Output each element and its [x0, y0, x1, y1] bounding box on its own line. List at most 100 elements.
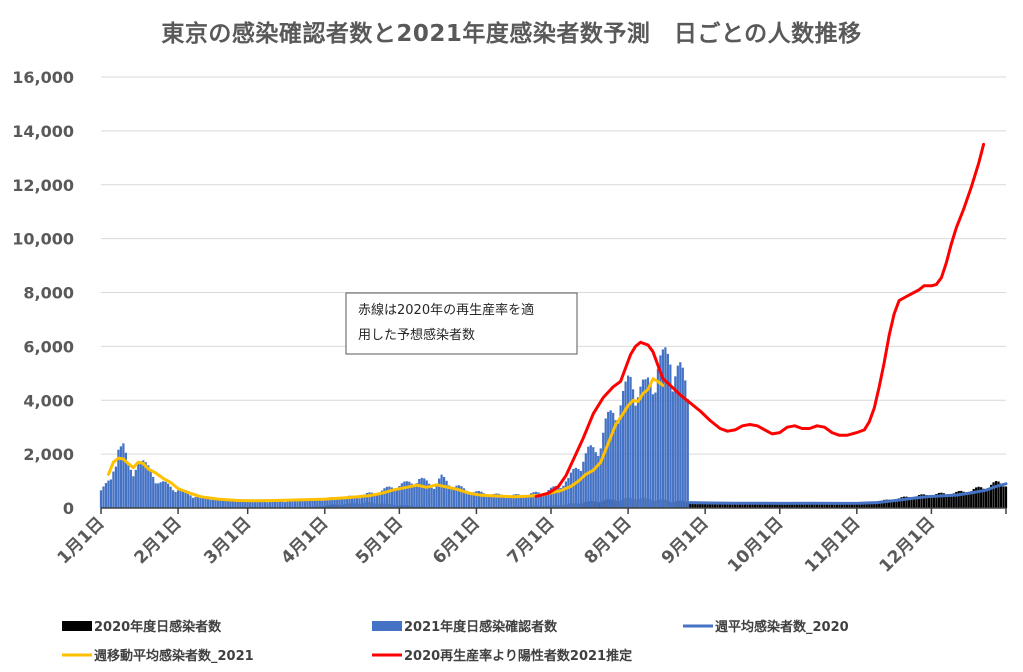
bar [201, 496, 205, 508]
bar [435, 483, 438, 508]
bar [226, 500, 229, 508]
bar [447, 485, 451, 508]
bar [490, 495, 493, 508]
bar [318, 499, 321, 508]
bar [982, 488, 985, 508]
bar [858, 503, 861, 508]
bar [992, 482, 995, 508]
bar [669, 364, 672, 508]
bar [917, 495, 921, 508]
bar [102, 486, 105, 508]
bar [691, 503, 694, 508]
y-tick-label: 0 [63, 499, 74, 518]
bar [234, 499, 237, 508]
bar [241, 499, 244, 508]
bar [621, 390, 625, 508]
bar [209, 499, 212, 508]
bar [950, 495, 953, 508]
bar [467, 493, 471, 508]
bar [902, 496, 906, 508]
bar [408, 481, 411, 508]
bar [418, 479, 421, 508]
bar [114, 466, 118, 508]
bar [778, 503, 781, 508]
bar [169, 486, 172, 508]
bar [438, 478, 441, 508]
bar [796, 502, 799, 508]
bar [254, 500, 257, 508]
bar [810, 502, 814, 508]
bar [589, 445, 592, 508]
bar [433, 488, 436, 508]
bar [109, 479, 113, 508]
bar [1002, 486, 1005, 508]
bar [211, 499, 215, 508]
bar [410, 483, 413, 508]
bar [360, 496, 364, 508]
bar [378, 493, 381, 508]
legend-item: 2021年度日感染確認者数 [372, 619, 558, 635]
bar [186, 493, 190, 508]
bar [403, 481, 406, 508]
bar [855, 504, 858, 508]
bar [507, 497, 510, 508]
bar [868, 502, 871, 508]
bar [584, 453, 587, 508]
bar [316, 498, 319, 508]
bar [174, 492, 177, 508]
series-line [688, 482, 1008, 505]
bar [465, 490, 468, 508]
bar [256, 499, 259, 508]
bar [313, 498, 316, 508]
bar [716, 502, 719, 508]
bar [375, 495, 379, 508]
bar [920, 494, 923, 508]
bar [890, 500, 893, 508]
bar [179, 489, 182, 508]
bar [935, 493, 938, 508]
bar [718, 502, 722, 508]
bar [261, 500, 264, 508]
bar [835, 504, 839, 508]
bar [915, 496, 918, 508]
bar [457, 485, 461, 508]
bar [122, 443, 125, 508]
bar [873, 502, 876, 508]
bar [726, 504, 729, 508]
bar [758, 503, 761, 508]
bar [1004, 486, 1008, 508]
bar [607, 411, 610, 508]
bar [557, 487, 560, 508]
bar [793, 502, 796, 508]
bar [659, 355, 662, 508]
bar [480, 491, 483, 508]
bar [686, 399, 689, 508]
bar [127, 465, 130, 508]
bar [960, 490, 963, 508]
bar [843, 503, 846, 508]
bar [505, 497, 508, 508]
bar [711, 503, 714, 508]
x-tick-label: 9月1日 [658, 513, 713, 568]
bar [972, 488, 975, 508]
legend: 2020年度日感染者数 2021年度日感染確認者数 週平均感染者数_2020 週移動平… [62, 619, 849, 664]
bar [883, 499, 886, 508]
bar [184, 491, 187, 508]
bar [654, 392, 657, 508]
bar [651, 394, 655, 508]
bar [510, 495, 513, 508]
bar [268, 501, 272, 508]
bar [925, 495, 928, 508]
bar [338, 499, 341, 508]
bar [112, 471, 115, 508]
bar [196, 496, 200, 508]
bar [977, 486, 980, 508]
bar [398, 486, 401, 508]
bar [701, 502, 704, 508]
bar [805, 502, 809, 508]
bar [445, 480, 448, 508]
bar [306, 499, 309, 508]
series-line [107, 377, 665, 503]
bar [907, 497, 911, 508]
bar [373, 493, 376, 508]
